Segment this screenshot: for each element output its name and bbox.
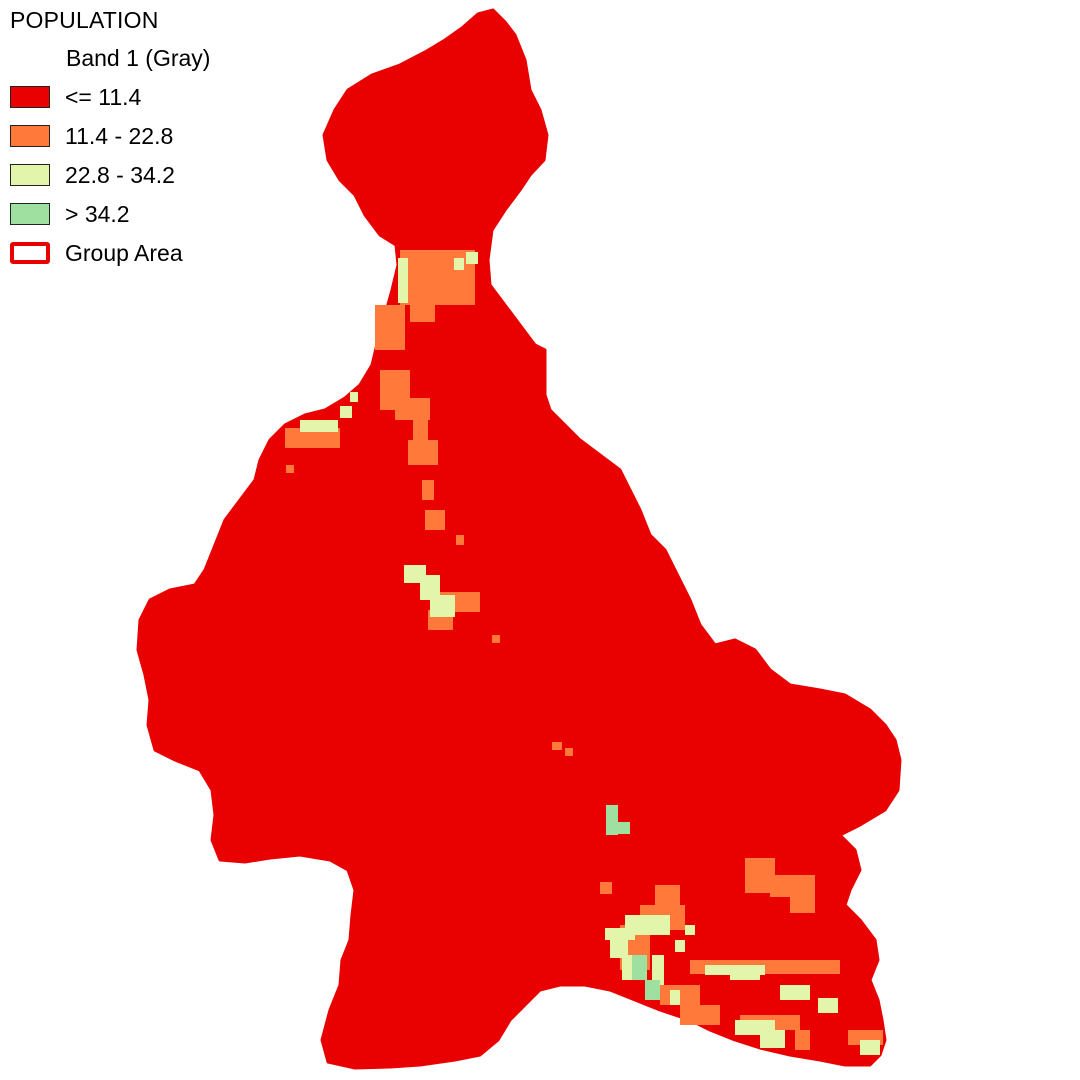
legend-title: POPULATION <box>10 7 159 33</box>
legend-label-class-3: 22.8 - 34.2 <box>65 162 175 188</box>
legend-class-4: > 34.2 <box>10 200 210 228</box>
legend-band-label: Band 1 (Gray) <box>66 45 211 71</box>
legend-swatch-class-1 <box>10 86 50 108</box>
population-patches-yellow <box>300 252 880 1055</box>
map-legend: POPULATION Band 1 (Gray) <= 11.4 11.4 - … <box>10 6 210 267</box>
legend-label-group-area: Group Area <box>65 240 183 266</box>
legend-class-1: <= 11.4 <box>10 83 210 111</box>
legend-swatch-group-area <box>10 242 50 264</box>
legend-label-class-1: <= 11.4 <box>65 84 142 110</box>
legend-swatch-class-2 <box>10 125 50 147</box>
population-patches-green <box>606 805 660 1000</box>
legend-class-3: 22.8 - 34.2 <box>10 161 210 189</box>
legend-label-class-2: 11.4 - 22.8 <box>65 123 174 149</box>
legend-swatch-class-4 <box>10 203 50 225</box>
legend-swatch-class-3 <box>10 164 50 186</box>
legend-class-2: 11.4 - 22.8 <box>10 122 210 150</box>
legend-boundary: Group Area <box>10 239 210 267</box>
group-area-polygon[interactable] <box>136 8 902 1070</box>
legend-label-class-4: > 34.2 <box>65 201 130 227</box>
